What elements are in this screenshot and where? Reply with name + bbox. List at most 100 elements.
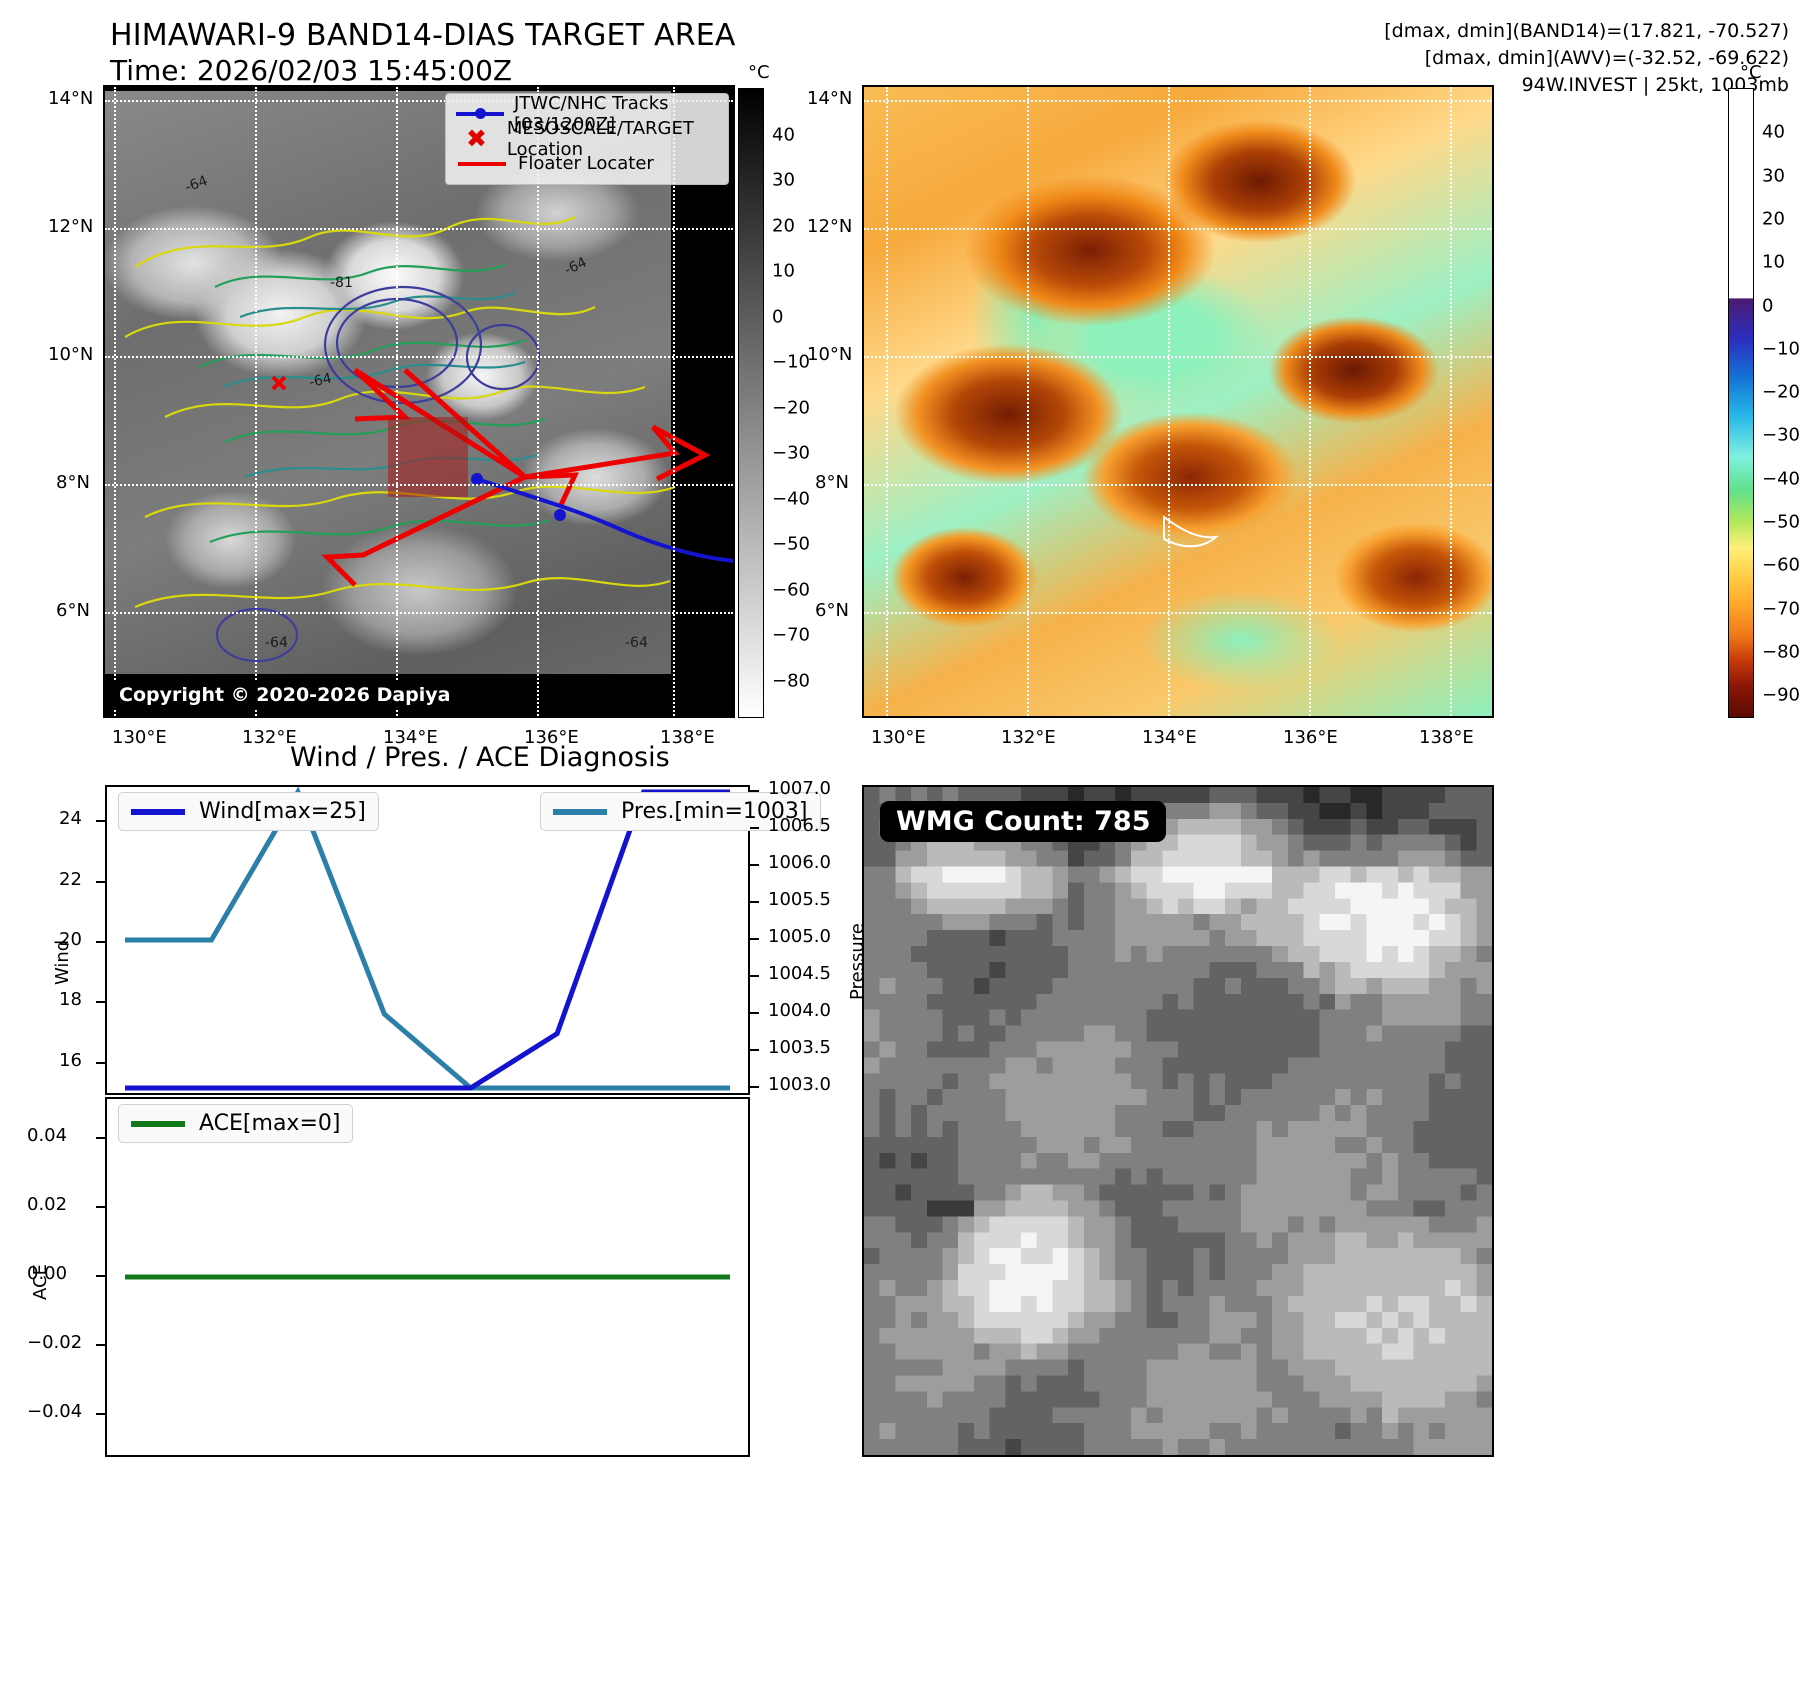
colorbar-tick: −80	[1762, 641, 1800, 663]
ir-xtick: 138°E	[660, 727, 715, 748]
wind-ytick: 18	[59, 989, 82, 1011]
pressure-ytick: 1006.0	[768, 852, 831, 873]
pressure-ytick: 1007.0	[768, 778, 831, 799]
ir-legend: JTWC/NHC Tracks [03/1200Z] ✖ MESOSCALE/T…	[445, 93, 729, 185]
series-Pres.[min=1003]	[125, 787, 730, 1091]
pressure-tickmark	[750, 790, 759, 792]
colorbar-tick: −30	[1762, 424, 1800, 446]
pressure-ytick: 1004.0	[768, 1000, 831, 1021]
colorbar-tick: 0	[1762, 295, 1774, 317]
ir-xtick: 132°E	[242, 727, 297, 748]
pressure-ytick: 1005.0	[768, 926, 831, 947]
legend-label: MESOSCALE/TARGET Location	[506, 117, 694, 160]
ir-ytick: 12°N	[48, 216, 94, 237]
svg-text:-64: -64	[308, 370, 334, 390]
awv-xtick: 134°E	[1142, 727, 1197, 748]
awv-xtick: 130°E	[871, 727, 926, 748]
svg-text:-64: -64	[625, 635, 648, 651]
series-Wind[max=25]	[125, 789, 730, 1091]
colorbar-tick: −20	[1762, 381, 1800, 403]
awv-ytick: 10°N	[807, 344, 853, 365]
floater-line-icon	[456, 161, 508, 166]
svg-text:-81: -81	[330, 275, 353, 291]
ace-tickmark	[96, 1275, 105, 1277]
pressure-tickmark	[750, 975, 759, 977]
observation-time: Time: 2026/02/03 15:45:00Z	[110, 54, 513, 87]
ace-color-swatch	[131, 1120, 185, 1127]
colorbar-tick: 40	[1762, 121, 1785, 143]
awv-xtick: 136°E	[1283, 727, 1338, 748]
ace-ytick: 0.04	[27, 1124, 68, 1146]
colorbar-tick: −20	[772, 397, 810, 419]
x-marker-icon: ✖	[465, 123, 487, 153]
svg-text:-64: -64	[265, 635, 288, 651]
legend-label: JTWC/NHC Tracks [03/1200Z]	[514, 92, 669, 135]
diagnosis-chart-title: Wind / Pres. / ACE Diagnosis	[290, 742, 670, 773]
ir-void-top	[105, 87, 733, 91]
colorbar-tick: 0	[772, 306, 784, 328]
wind-tickmark	[96, 820, 105, 823]
awv-image[interactable]	[862, 85, 1494, 718]
pressure-ytick: 1003.5	[768, 1037, 831, 1058]
ir-ytick: 6°N	[56, 600, 90, 621]
pressure-series-legend: Pres.[min=1003]	[540, 792, 821, 831]
wind-series-legend: Wind[max=25]	[118, 792, 379, 831]
ir-xtick: 134°E	[383, 727, 438, 748]
ace-ytick: 0.02	[27, 1193, 68, 1215]
colorbar-tick: −50	[772, 533, 810, 555]
target-box	[388, 417, 468, 497]
awv-colorbar: 40 30 20 10 0 −10 −20 −30 −40 −50 −60 −70 −80 −90	[1728, 88, 1800, 718]
ace-plot[interactable]	[105, 1097, 750, 1457]
ir-ytick: 14°N	[48, 88, 94, 109]
meta-band14-range: [dmax, dmin](BAND14)=(17.821, -70.527)	[1384, 20, 1789, 42]
ir-ytick: 10°N	[48, 344, 94, 365]
colorbar-tick: −10	[772, 351, 810, 373]
wmg-count-badge: WMG Count: 785	[880, 801, 1167, 842]
colorbar-tick: −60	[772, 579, 810, 601]
ir-colorbar-title: °C	[748, 62, 770, 83]
pressure-color-swatch	[553, 808, 607, 815]
ace-series-legend: ACE[max=0]	[118, 1104, 354, 1143]
track-line-icon	[456, 107, 504, 119]
copyright-label: Copyright © 2020-2026 Dapiya	[113, 682, 457, 708]
wind-ytick: 20	[59, 929, 82, 951]
ir-colorbar: 40 30 20 10 0 −10 −20 −30 −40 −50 −60 −70 −80	[738, 88, 810, 718]
pressure-ytick: 1005.5	[768, 889, 831, 910]
wmg-panel[interactable]: WMG Count: 785	[862, 785, 1494, 1457]
ir-xtick: 136°E	[524, 727, 579, 748]
colorbar-tick: −80	[772, 670, 810, 692]
svg-text:-64: -64	[183, 173, 210, 196]
ace-tickmark	[96, 1136, 105, 1139]
svg-text:-64: -64	[562, 254, 590, 278]
wind-ytick: 24	[59, 808, 82, 830]
wind-pressure-plot[interactable]	[105, 785, 750, 1095]
ace-legend-label: ACE[max=0]	[199, 1111, 341, 1136]
ir-ytick: 8°N	[56, 472, 90, 493]
wind-tickmark	[96, 941, 105, 944]
pressure-ytick: 1006.5	[768, 815, 831, 836]
pressure-tickmark	[750, 938, 759, 940]
wind-legend-label: Wind[max=25]	[199, 799, 366, 824]
awv-ytick: 12°N	[807, 216, 853, 237]
pressure-legend-label: Pres.[min=1003]	[621, 799, 808, 824]
ace-ytick: −0.02	[27, 1332, 83, 1354]
colorbar-tick: 10	[1762, 251, 1785, 273]
ace-tickmark	[96, 1413, 105, 1416]
colorbar-tick: 30	[1762, 165, 1785, 187]
awv-xtick: 132°E	[1001, 727, 1056, 748]
colorbar-tick: −70	[772, 624, 810, 646]
ace-ytick: −0.04	[27, 1401, 83, 1423]
awv-ytick: 8°N	[815, 472, 849, 493]
awv-feature-overlay	[1163, 515, 1220, 548]
colorbar-tick: 20	[772, 215, 795, 237]
awv-ytick: 6°N	[815, 600, 849, 621]
ir-band14-image[interactable]: -64 -81 -64 -64 -64 -64	[103, 85, 735, 718]
pressure-tickmark	[750, 827, 759, 829]
pressure-ytick: 1003.0	[768, 1074, 831, 1095]
colorbar-tick: −90	[1762, 684, 1800, 706]
awv-colorbar-title: °C	[1740, 62, 1762, 83]
wind-tickmark	[96, 880, 105, 883]
ace-line	[125, 1274, 730, 1280]
awv-color-imagery	[864, 87, 1492, 716]
colorbar-tick: 10	[772, 260, 795, 282]
